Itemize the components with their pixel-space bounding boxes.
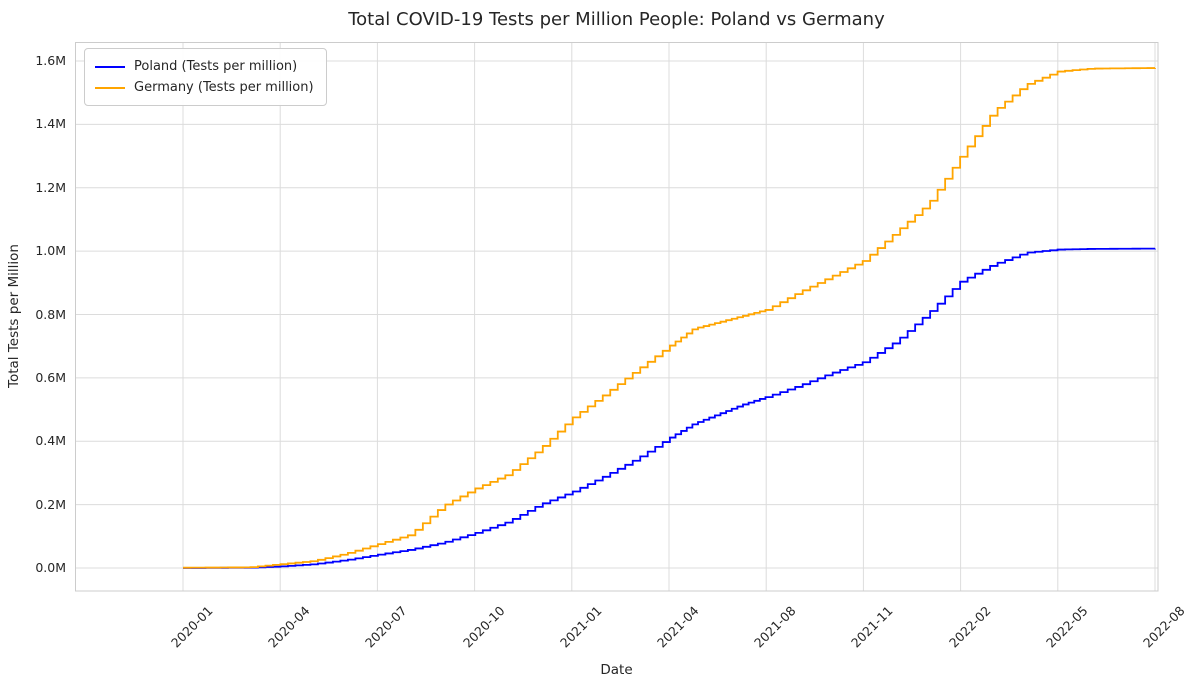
- plot-spines: [75, 42, 1159, 592]
- germany-line: [183, 67, 1156, 569]
- y-tick-label: 1.6M: [35, 53, 66, 68]
- legend-entry: Germany (Tests per million): [95, 77, 314, 98]
- y-tick-label: 0.8M: [35, 306, 66, 322]
- y-tick-label: 0.4M: [35, 433, 66, 449]
- x-axis-label: Date: [600, 662, 633, 678]
- y-tick-label: 1.0M: [35, 243, 66, 259]
- legend-label: Poland (Tests per million): [134, 59, 298, 74]
- y-axis-label: Total Tests per Million: [6, 244, 22, 388]
- chart-title: Total COVID-19 Tests per Million People:…: [348, 9, 885, 30]
- legend-line-swatch: [95, 86, 125, 89]
- y-tick-label: 0.2M: [35, 496, 66, 512]
- legend-line-swatch: [95, 65, 125, 68]
- y-tick-label: 1.4M: [35, 116, 66, 132]
- legend-entry: Poland (Tests per million): [95, 56, 314, 77]
- series-lines: [183, 67, 1156, 569]
- legend: Poland (Tests per million) Germany (Tests…: [84, 48, 327, 106]
- grid-lines: [75, 42, 1158, 591]
- y-tick-label: 1.2M: [35, 179, 66, 195]
- legend-label: Germany (Tests per million): [134, 80, 314, 95]
- y-tick-label: 0.6M: [35, 369, 66, 385]
- poland-line: [183, 247, 1156, 569]
- y-tick-label: 0.0M: [35, 560, 66, 575]
